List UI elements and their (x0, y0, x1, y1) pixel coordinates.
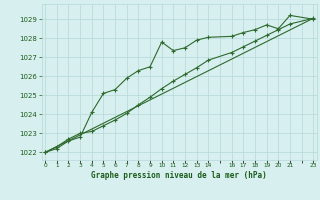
X-axis label: Graphe pression niveau de la mer (hPa): Graphe pression niveau de la mer (hPa) (91, 171, 267, 180)
